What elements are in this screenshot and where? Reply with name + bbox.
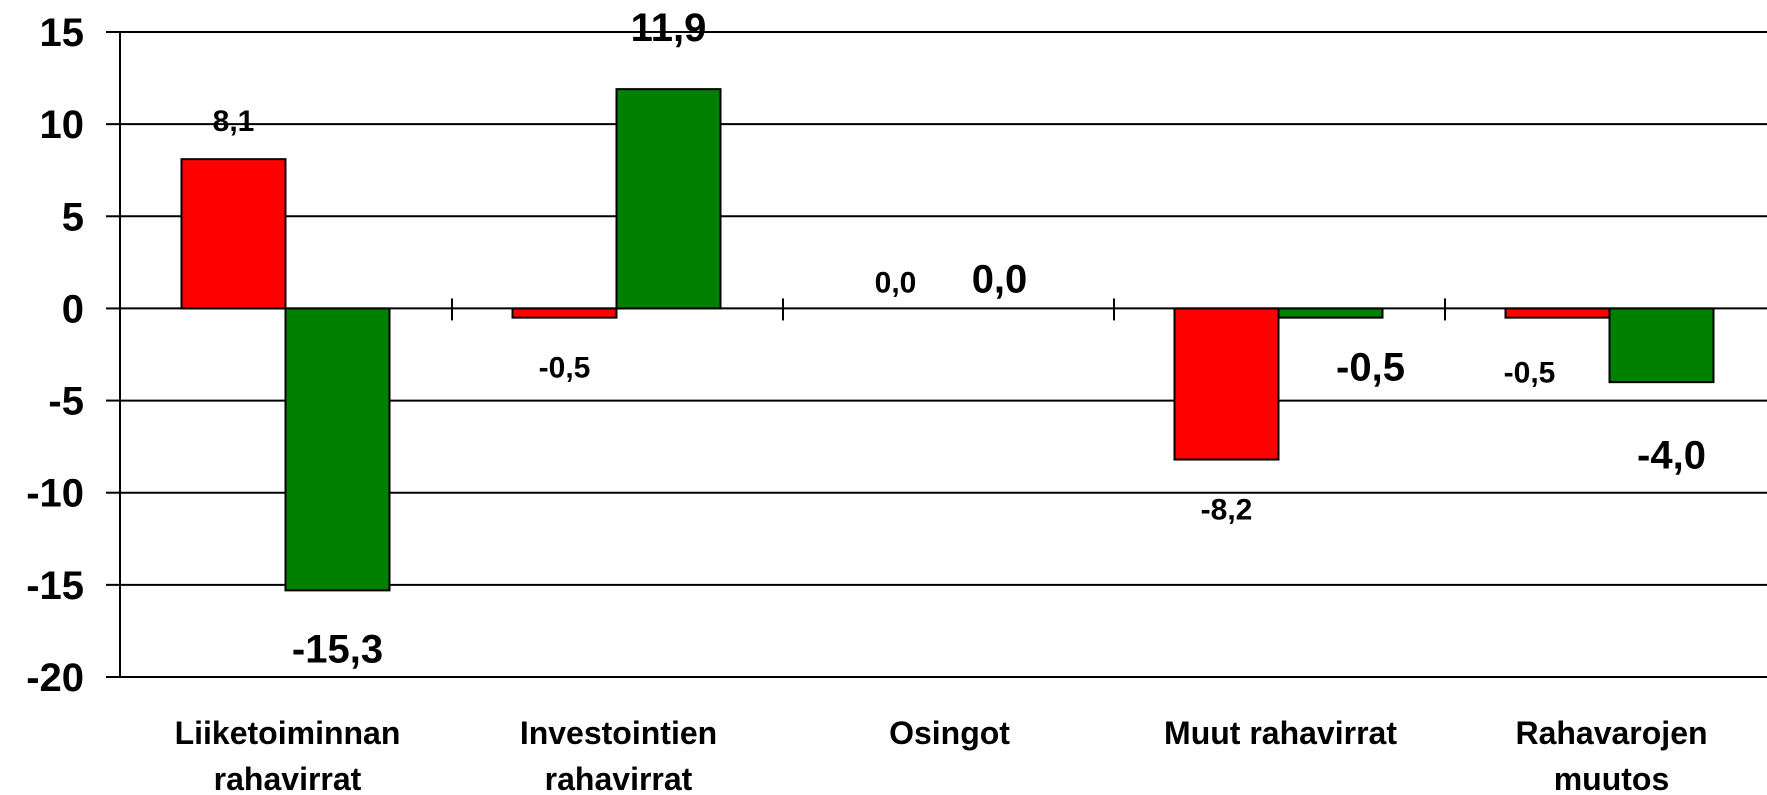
data-label: -0,5	[539, 352, 591, 385]
bar	[1173, 307, 1280, 461]
category-label: Muut rahavirrat	[1164, 715, 1397, 751]
data-label: -0,5	[1504, 356, 1556, 389]
bars	[180, 88, 1715, 592]
y-tick-label: -5	[48, 380, 84, 424]
bar	[284, 307, 391, 592]
y-tick-label: -15	[26, 564, 84, 608]
gridlines	[120, 31, 1767, 678]
y-tick-label: -10	[26, 472, 84, 516]
category-label: Liiketoiminnan	[175, 715, 401, 751]
data-label: 0,0	[972, 257, 1028, 301]
axes: 15 10 5 0 -5 -10 -15 -20 Liiketoiminnan rahavirra…	[26, 11, 1707, 795]
category-label: rahavirrat	[214, 761, 362, 795]
category-label: rahavirrat	[545, 761, 693, 795]
data-label: 0,0	[875, 266, 917, 299]
bar	[615, 88, 722, 310]
data-label: -8,2	[1201, 494, 1253, 527]
data-label: -0,5	[1336, 345, 1405, 389]
bar	[1504, 307, 1611, 319]
data-label: -4,0	[1637, 433, 1706, 477]
data-label: -15,3	[292, 627, 383, 671]
y-tick-label: 10	[40, 103, 85, 147]
bar	[1608, 307, 1715, 384]
category-label: Rahavarojen	[1515, 715, 1707, 751]
category-label: Osingot	[889, 715, 1010, 751]
y-tick-label: -20	[26, 656, 84, 700]
data-label: 11,9	[631, 6, 707, 50]
y-tick-label: 15	[40, 11, 85, 55]
y-tick-label: 0	[62, 287, 84, 331]
bar	[511, 307, 618, 319]
bar	[180, 158, 287, 310]
bar	[1277, 307, 1384, 319]
data-label: 8,1	[213, 105, 255, 138]
category-label: muutos	[1554, 761, 1670, 795]
category-label: Investointien	[520, 715, 717, 751]
y-tick-label: 5	[62, 195, 84, 239]
data-labels: 8,1 -0,5 0,0 -8,2 -0,5 -15,3 11,9 0,0 -0,5 -4,0	[213, 6, 1706, 671]
